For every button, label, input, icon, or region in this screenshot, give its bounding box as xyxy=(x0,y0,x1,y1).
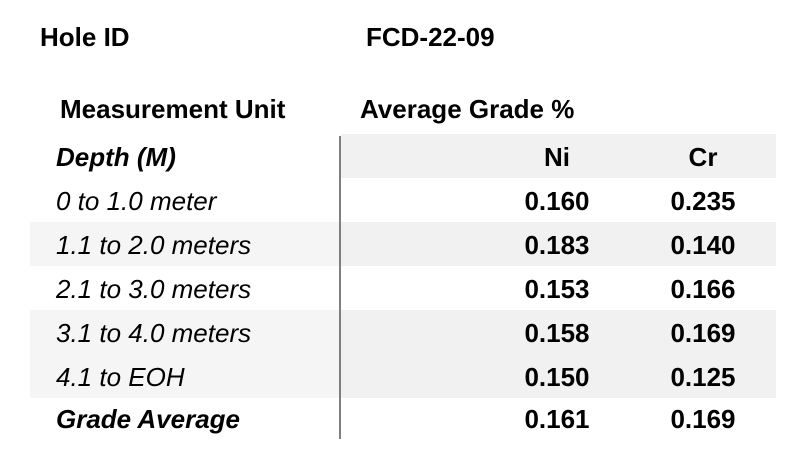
row-label: 2.1 to 3.0 meters xyxy=(56,274,252,304)
row-band xyxy=(341,310,776,354)
ni-value: 0.150 xyxy=(524,362,590,392)
row-label: 1.1 to 2.0 meters xyxy=(56,230,252,260)
cr-value: 0.169 xyxy=(670,318,736,348)
header-band xyxy=(341,134,776,178)
row-label: 4.1 to EOH xyxy=(56,362,185,392)
hole-id-value: FCD-22-09 xyxy=(366,22,495,52)
ni-value: 0.160 xyxy=(524,186,590,216)
ni-value: 0.183 xyxy=(524,230,590,260)
depth-heading: Depth (M) xyxy=(56,142,176,172)
row-band-left xyxy=(30,354,339,398)
cr-value: 0.166 xyxy=(670,274,736,304)
measurement-unit-heading: Measurement Unit xyxy=(60,94,286,124)
column-header-ni: Ni xyxy=(544,142,570,172)
row-band xyxy=(341,354,776,398)
row-label: 0 to 1.0 meter xyxy=(56,186,217,216)
average-grade-heading: Average Grade % xyxy=(360,94,575,124)
ni-value: 0.153 xyxy=(524,274,590,304)
ni-value: 0.158 xyxy=(524,318,590,348)
cr-value: 0.125 xyxy=(670,362,736,392)
row-band-left xyxy=(30,310,339,354)
cr-average-value: 0.169 xyxy=(670,404,736,434)
row-band xyxy=(341,222,776,266)
cr-value: 0.235 xyxy=(670,186,736,216)
grade-average-label: Grade Average xyxy=(56,404,241,434)
hole-id-label: Hole ID xyxy=(40,22,130,52)
column-divider xyxy=(339,136,341,439)
column-header-cr: Cr xyxy=(688,142,718,172)
row-label: 3.1 to 4.0 meters xyxy=(56,318,252,348)
cr-value: 0.140 xyxy=(670,230,736,260)
row-band-left xyxy=(30,222,339,266)
ni-average-value: 0.161 xyxy=(524,404,590,434)
